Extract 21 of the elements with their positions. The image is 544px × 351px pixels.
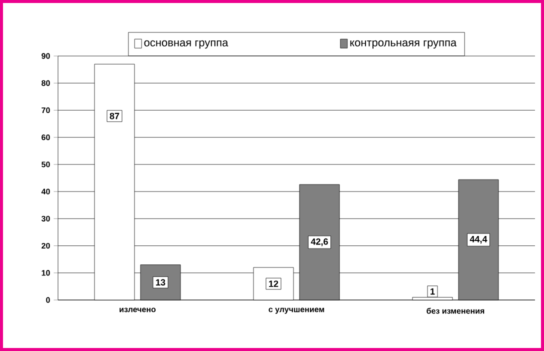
- y-tick-label: 20: [42, 242, 50, 249]
- y-tick-label: 40: [41, 188, 50, 194]
- y-tick-label: 70: [42, 107, 50, 114]
- data-label: 87: [110, 112, 120, 120]
- y-tick-label: 30: [42, 216, 50, 222]
- x-tick-label: с улучшением: [268, 308, 324, 314]
- y-tick-label: 50: [42, 162, 50, 168]
- data-label: 44,4: [470, 236, 488, 244]
- data-label: 42,6: [310, 238, 328, 246]
- y-tick-label: 10: [42, 270, 50, 276]
- data-label: 1: [430, 288, 435, 295]
- y-tick-label: 90: [42, 53, 50, 59]
- legend-label: основная группа: [144, 40, 228, 49]
- data-label: 13: [156, 279, 166, 286]
- x-tick-label: без изменения: [426, 308, 484, 314]
- y-tick-label: 60: [42, 134, 50, 140]
- legend-label: контрольнаяя группа: [350, 40, 457, 49]
- data-label: 12: [269, 280, 278, 287]
- y-tick-label: 80: [42, 80, 50, 86]
- x-tick-label: излечено: [120, 308, 156, 312]
- y-tick-label: 0: [46, 297, 50, 303]
